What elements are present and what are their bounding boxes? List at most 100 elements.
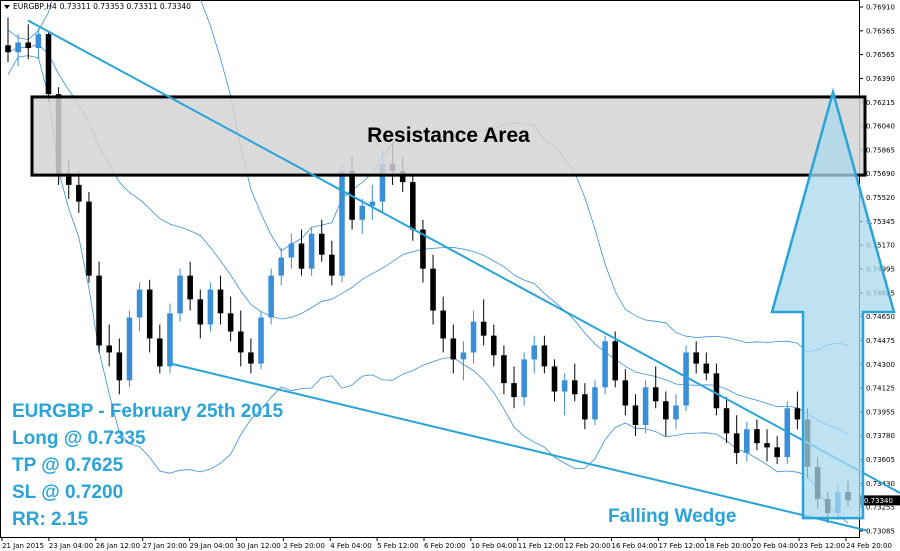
candle-down	[106, 345, 112, 353]
candle-down	[25, 42, 32, 49]
candle-down	[248, 352, 254, 364]
time-tick-label: 2 Feb 20:00	[283, 542, 324, 550]
chevron-down-icon[interactable]	[4, 4, 10, 9]
resistance-zone	[30, 95, 867, 177]
time-tick-label: 6 Feb 20:00	[424, 542, 465, 550]
candle-down	[582, 394, 588, 420]
candle-up	[379, 163, 386, 202]
price-tick-label: 0.73955	[866, 408, 895, 416]
price-tick-label: 0.76910	[866, 4, 895, 12]
candle-up	[288, 243, 295, 258]
candle-down	[571, 380, 578, 395]
time-tick-label: 24 Feb 20:00	[846, 542, 892, 550]
time-tick-label: 11 Feb 12:00	[518, 542, 564, 550]
candle-down	[410, 182, 416, 230]
symbol-label: EURGBP,H4	[13, 2, 57, 11]
candle-down	[5, 45, 11, 53]
time-tick-label: 20 Feb 04:00	[752, 542, 798, 550]
candle-down	[663, 401, 669, 420]
quote-values: 0.73311 0.73353 0.73311 0.73340	[59, 2, 191, 11]
candle-down	[187, 275, 193, 300]
price-tick-label: 0.73780	[866, 432, 895, 440]
candle-down	[329, 254, 335, 276]
candle-down	[217, 289, 224, 314]
candle-down	[774, 447, 780, 458]
time-tick-label: 23 Feb 12:00	[799, 542, 845, 550]
candle-up	[673, 405, 679, 420]
time-tick-label: 26 Jan 12:00	[96, 542, 140, 550]
annotations	[27, 19, 900, 532]
trade-sl: SL @ 0.7200	[12, 482, 124, 503]
candle-up	[359, 205, 365, 220]
price-tick-label: 0.76565	[866, 51, 895, 59]
candle-up	[15, 42, 21, 53]
candle-up	[642, 387, 649, 426]
time-tick-label: 27 Jan 20:00	[143, 542, 187, 550]
trade-rr: RR: 2.15	[12, 509, 89, 530]
candle-down	[76, 184, 82, 202]
candle-down	[86, 201, 92, 276]
time-tick-label: 23 Jan 04:00	[49, 542, 93, 550]
candle-up	[602, 341, 608, 388]
bb-lower-line	[7, 55, 849, 524]
candle-down	[298, 243, 305, 269]
candle-down	[632, 405, 639, 426]
price-tick-label: 0.73255	[866, 504, 895, 512]
candle-up	[35, 34, 42, 49]
price-tick-label: 0.76565	[866, 27, 895, 35]
candle-down	[318, 233, 325, 255]
resistance-area-label: Resistance Area	[367, 124, 530, 147]
time-tick-label: 18 Feb 20:00	[705, 542, 751, 550]
price-tick-label: 0.74300	[866, 361, 895, 369]
price-tick-label: 0.76215	[866, 99, 895, 107]
trade-title: EURGBP - February 25th 2015	[12, 401, 284, 422]
candle-down	[501, 355, 507, 384]
candle-up	[744, 429, 750, 453]
candle-up	[177, 275, 183, 314]
candle-down	[420, 229, 426, 269]
candle-down	[612, 341, 619, 381]
candle-up	[167, 313, 173, 367]
candle-up	[521, 359, 527, 398]
candle-down	[754, 429, 760, 444]
candle-up	[470, 321, 477, 353]
target-arrow	[770, 87, 896, 520]
candle-up	[561, 380, 568, 392]
candle-down	[551, 366, 558, 392]
candle-down	[146, 289, 153, 339]
time-tick-label: 21 Jan 2015	[2, 542, 44, 550]
time-tick-label: 10 Feb 04:00	[471, 542, 517, 550]
candle-up	[460, 352, 467, 360]
candle-up	[592, 387, 598, 420]
candle-up	[258, 317, 264, 364]
candle-down	[157, 338, 163, 367]
time-tick-label: 30 Jan 12:00	[236, 542, 280, 550]
candle-up	[339, 170, 345, 276]
candle-down	[723, 408, 730, 434]
candle-down	[703, 363, 710, 374]
trade-info: EURGBP - February 25th 2015 Long @ 0.733…	[12, 398, 283, 533]
candle-down	[713, 373, 720, 409]
candle-down	[491, 335, 497, 356]
price-tick-label: 0.75865	[866, 146, 895, 154]
candle-up	[308, 233, 315, 269]
lower-trendline	[169, 362, 869, 532]
time-tick-label: 29 Jan 04:00	[190, 542, 234, 550]
candle-down	[733, 433, 740, 453]
candle-down	[764, 443, 770, 448]
candle-down	[693, 352, 699, 364]
candle-up	[531, 345, 538, 360]
candle-up	[268, 275, 274, 318]
time-tick-label: 12 Feb 20:00	[565, 542, 611, 550]
candle-down	[440, 310, 446, 339]
price-tick-label: 0.76040	[866, 123, 895, 131]
candle-up	[136, 289, 143, 318]
price-tick-label: 0.74650	[866, 313, 895, 321]
candle-down	[197, 299, 204, 325]
trade-tp: TP @ 0.7625	[12, 455, 124, 476]
time-tick-label: 17 Feb 12:00	[658, 542, 704, 550]
price-tick-label: 0.75520	[866, 194, 895, 202]
time-tick-label: 16 Feb 04:00	[612, 542, 658, 550]
candle-up	[683, 352, 689, 406]
